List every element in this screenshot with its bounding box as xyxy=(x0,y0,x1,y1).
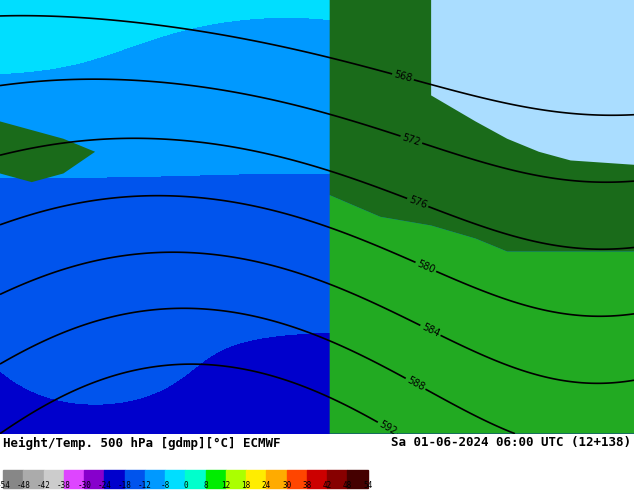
Text: 580: 580 xyxy=(415,259,436,275)
Bar xyxy=(125,470,145,489)
Bar xyxy=(145,470,165,489)
Text: -24: -24 xyxy=(98,481,112,490)
Bar xyxy=(347,470,368,489)
Bar xyxy=(23,470,44,489)
Text: 38: 38 xyxy=(302,481,311,490)
Bar xyxy=(226,470,246,489)
Text: -30: -30 xyxy=(77,481,91,490)
Text: -8: -8 xyxy=(160,481,170,490)
Text: 592: 592 xyxy=(377,419,398,437)
Bar xyxy=(105,470,125,489)
Text: 54: 54 xyxy=(363,481,372,490)
Text: 24: 24 xyxy=(262,481,271,490)
Bar xyxy=(307,470,327,489)
Polygon shape xyxy=(0,122,95,182)
Bar xyxy=(205,470,226,489)
Text: 48: 48 xyxy=(343,481,352,490)
Text: -12: -12 xyxy=(138,481,152,490)
Bar xyxy=(266,470,287,489)
Bar xyxy=(165,470,185,489)
Text: -48: -48 xyxy=(16,481,30,490)
Bar xyxy=(84,470,105,489)
Polygon shape xyxy=(330,195,634,434)
Text: -42: -42 xyxy=(37,481,51,490)
Bar xyxy=(185,470,205,489)
Text: -54: -54 xyxy=(0,481,10,490)
Bar xyxy=(64,470,84,489)
Text: 12: 12 xyxy=(221,481,231,490)
Text: 42: 42 xyxy=(323,481,332,490)
Text: 18: 18 xyxy=(242,481,251,490)
Polygon shape xyxy=(330,0,634,251)
Text: 0: 0 xyxy=(183,481,188,490)
Text: 8: 8 xyxy=(204,481,208,490)
Text: 30: 30 xyxy=(282,481,292,490)
Text: 568: 568 xyxy=(392,70,413,84)
Text: -38: -38 xyxy=(57,481,71,490)
Polygon shape xyxy=(431,0,634,165)
Text: 576: 576 xyxy=(407,195,428,211)
Text: 588: 588 xyxy=(405,375,426,392)
Text: 584: 584 xyxy=(420,322,441,339)
Bar xyxy=(327,470,347,489)
Text: 572: 572 xyxy=(401,132,422,147)
Bar xyxy=(3,470,23,489)
Bar xyxy=(287,470,307,489)
Text: -18: -18 xyxy=(118,481,132,490)
Bar xyxy=(44,470,64,489)
Text: Height/Temp. 500 hPa [gdmp][°C] ECMWF: Height/Temp. 500 hPa [gdmp][°C] ECMWF xyxy=(3,437,281,449)
Text: Sa 01-06-2024 06:00 UTC (12+138): Sa 01-06-2024 06:00 UTC (12+138) xyxy=(391,437,631,449)
Bar xyxy=(246,470,266,489)
